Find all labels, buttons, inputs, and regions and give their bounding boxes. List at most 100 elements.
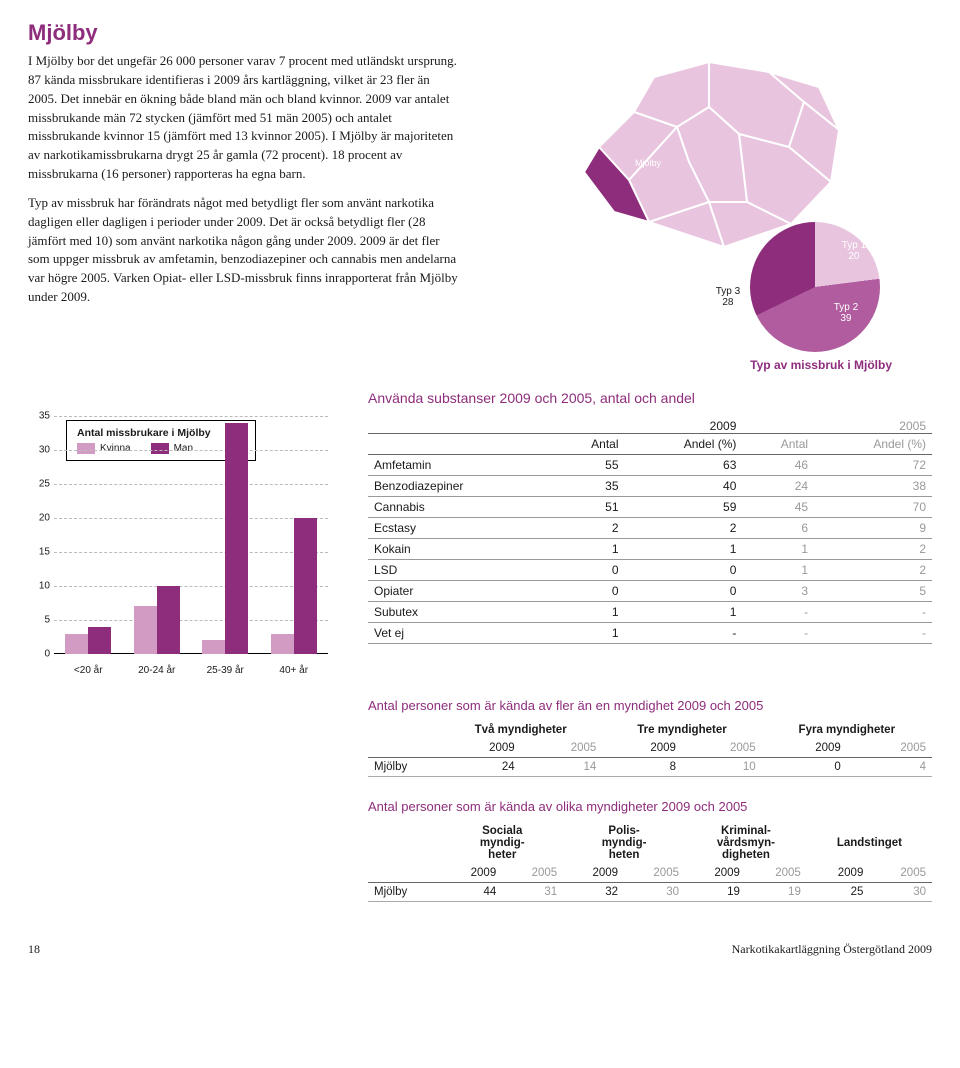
auth-year-header: 2005 bbox=[624, 864, 685, 883]
auth-year-header: 2005 bbox=[502, 864, 563, 883]
auth-cell: 8 bbox=[602, 758, 682, 777]
th-antal-a: Antal bbox=[553, 434, 625, 455]
auth-group-header: Tre myndigheter bbox=[602, 721, 761, 739]
pie-label-1: Typ 1 20 bbox=[842, 240, 866, 262]
auth-cell: 19 bbox=[685, 883, 746, 902]
table-row: Subutex11-- bbox=[368, 602, 932, 623]
y-axis-label: 25 bbox=[28, 479, 50, 490]
page-footer: 18 Narkotikakartläggning Östergötland 20… bbox=[28, 942, 932, 957]
auth-group-header: Polis- myndig- heten bbox=[563, 822, 685, 864]
substances-table: 2009 2005 Antal Andel (%) Antal Andel (%… bbox=[368, 416, 932, 644]
th-andel-a: Andel (%) bbox=[625, 434, 743, 455]
auth-group-header: Fyra myndigheter bbox=[762, 721, 932, 739]
auth-cell: 10 bbox=[682, 758, 762, 777]
body-text: I Mjölby bor det ungefär 26 000 personer… bbox=[28, 52, 458, 372]
y-axis-label: 30 bbox=[28, 445, 50, 456]
th-antal-b: Antal bbox=[742, 434, 814, 455]
auth-group-header: Landstinget bbox=[807, 822, 932, 864]
auth-group-header: Sociala myndig- heter bbox=[441, 822, 563, 864]
x-axis-label: 25-39 år bbox=[198, 665, 252, 676]
auth-cell: 0 bbox=[762, 758, 847, 777]
x-axis-label: 40+ år bbox=[267, 665, 321, 676]
auth-cell: 31 bbox=[502, 883, 563, 902]
lower-tables: Antal personer som är kända av fler än e… bbox=[368, 698, 932, 902]
table-row: LSD0012 bbox=[368, 560, 932, 581]
auth-year-header: 2005 bbox=[682, 739, 762, 758]
bar bbox=[65, 634, 88, 654]
per-auth-heading: Antal personer som är kända av olika myn… bbox=[368, 799, 932, 814]
auth-year-header: 2005 bbox=[869, 864, 932, 883]
auth-row-label: Mjölby bbox=[368, 758, 439, 777]
auth-cell: 30 bbox=[869, 883, 932, 902]
bar bbox=[225, 423, 248, 654]
auth-year-header: 2005 bbox=[521, 739, 603, 758]
auth-cell: 14 bbox=[521, 758, 603, 777]
auth-group-header: Kriminal- vårdsmyn- digheten bbox=[685, 822, 807, 864]
table-row: Kokain1112 bbox=[368, 539, 932, 560]
x-axis-label: <20 år bbox=[61, 665, 115, 676]
auth-year-header: 2009 bbox=[685, 864, 746, 883]
th-year-2005: 2005 bbox=[742, 416, 932, 434]
auth-cell: 25 bbox=[807, 883, 870, 902]
auth-cell: 44 bbox=[441, 883, 502, 902]
pie-caption: Typ av missbruk i Mjölby bbox=[750, 358, 892, 372]
x-axis-label: 20-24 år bbox=[130, 665, 184, 676]
bar bbox=[134, 606, 157, 654]
auth-year-header: 2009 bbox=[762, 739, 847, 758]
bar-group bbox=[267, 518, 321, 654]
auth-year-header: 2009 bbox=[807, 864, 870, 883]
th-andel-b: Andel (%) bbox=[814, 434, 932, 455]
pie-chart: Typ 1 20 Typ 2 39 bbox=[750, 222, 880, 352]
bar bbox=[294, 518, 317, 654]
bar bbox=[157, 586, 180, 654]
auth-cell: 30 bbox=[624, 883, 685, 902]
y-axis-label: 5 bbox=[28, 615, 50, 626]
table-row: Vet ej1--- bbox=[368, 623, 932, 644]
auth-cell: 32 bbox=[563, 883, 624, 902]
pie-label-2: Typ 2 39 bbox=[834, 302, 858, 324]
auth-group-header: Två myndigheter bbox=[439, 721, 602, 739]
pie-external-label: Typ 3 28 bbox=[716, 286, 740, 308]
auth-year-header: 2009 bbox=[439, 739, 521, 758]
auth-row-label: Mjölby bbox=[368, 883, 441, 902]
substances-heading: Använda substanser 2009 och 2005, antal … bbox=[368, 390, 932, 406]
auth-year-header: 2009 bbox=[602, 739, 682, 758]
y-axis-label: 15 bbox=[28, 547, 50, 558]
bar-group bbox=[61, 627, 115, 654]
bar-group bbox=[198, 423, 252, 654]
bar-chart: Antal missbrukare i Mjölby Kvinna Man <2… bbox=[28, 416, 328, 676]
auth-year-header: 2005 bbox=[746, 864, 807, 883]
bar-group bbox=[130, 586, 184, 654]
top-row: I Mjölby bor det ungefär 26 000 personer… bbox=[28, 52, 932, 372]
auth-year-header: 2009 bbox=[563, 864, 624, 883]
table-row: Amfetamin55634672 bbox=[368, 455, 932, 476]
bar bbox=[271, 634, 294, 654]
multi-auth-table: Två myndigheterTre myndigheterFyra myndi… bbox=[368, 721, 932, 777]
auth-cell: 4 bbox=[847, 758, 932, 777]
page-number: 18 bbox=[28, 942, 40, 957]
auth-year-header: 2009 bbox=[441, 864, 502, 883]
map-label: Mjölby bbox=[635, 158, 661, 168]
multi-auth-heading: Antal personer som är kända av fler än e… bbox=[368, 698, 932, 713]
y-axis-label: 20 bbox=[28, 513, 50, 524]
paragraph-1: I Mjölby bor det ungefär 26 000 personer… bbox=[28, 52, 458, 184]
y-axis-label: 0 bbox=[28, 649, 50, 660]
table-row: Opiater0035 bbox=[368, 581, 932, 602]
page-title: Mjölby bbox=[28, 20, 932, 46]
auth-cell: 24 bbox=[439, 758, 521, 777]
y-axis-label: 10 bbox=[28, 581, 50, 592]
mid-row: Antal missbrukare i Mjölby Kvinna Man <2… bbox=[28, 416, 932, 676]
auth-year-header: 2005 bbox=[847, 739, 932, 758]
table-row: Cannabis51594570 bbox=[368, 497, 932, 518]
auth-cell: 19 bbox=[746, 883, 807, 902]
y-axis-label: 35 bbox=[28, 411, 50, 422]
table-row: Ecstasy2269 bbox=[368, 518, 932, 539]
paragraph-2: Typ av missbruk har förändrats något med… bbox=[28, 194, 458, 307]
per-auth-table: Sociala myndig- heterPolis- myndig- hete… bbox=[368, 822, 932, 902]
th-year-2009: 2009 bbox=[553, 416, 743, 434]
bar bbox=[88, 627, 111, 654]
table-row: Benzodiazepiner35402438 bbox=[368, 476, 932, 497]
bar bbox=[202, 640, 225, 654]
doc-title: Narkotikakartläggning Östergötland 2009 bbox=[732, 942, 932, 957]
map-column: Mjölby Typ 3 28 Typ 1 20 Typ 2 39 Typ av… bbox=[486, 52, 932, 372]
